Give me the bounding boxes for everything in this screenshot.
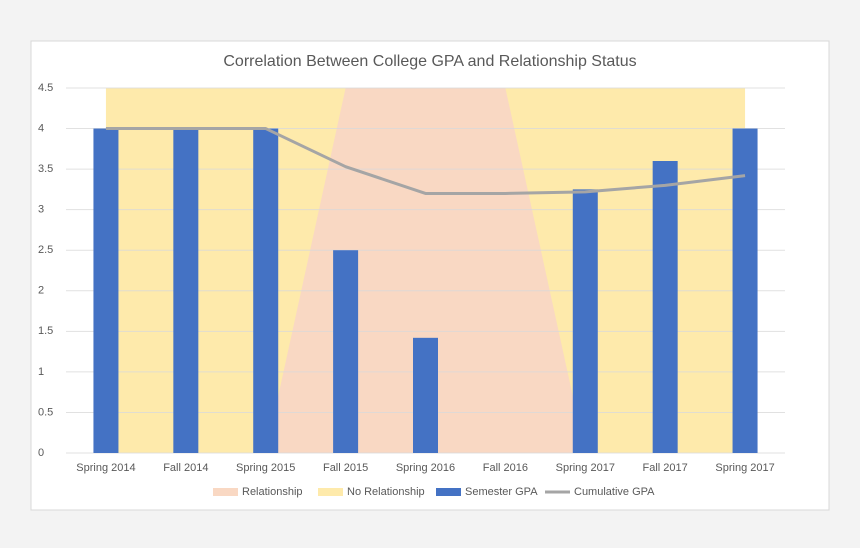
legend-swatch [318,488,343,496]
x-tick-label: Spring 2015 [236,462,295,474]
y-tick-label: 1.5 [38,325,53,337]
legend-swatch [213,488,238,496]
x-tick-label: Spring 2017 [715,462,774,474]
y-tick-label: 3.5 [38,163,53,175]
y-tick-label: 0.5 [38,406,53,418]
chart-title: Correlation Between College GPA and Rela… [223,53,636,70]
line [105,127,746,195]
x-tick-label: Fall 2016 [483,462,528,474]
bar [173,128,199,454]
x-tick-label: Fall 2014 [163,462,208,474]
y-tick-label: 4 [38,122,44,134]
bar [413,337,438,453]
y-tick-label: 0 [38,447,44,459]
x-tick-label: Spring 2014 [76,462,135,474]
y-tick-label: 2.5 [38,244,53,256]
legend-label: Cumulative GPA [574,486,655,498]
y-tick-label: 1 [38,366,44,378]
bar [253,128,279,454]
legend-label: Relationship [242,486,303,498]
y-tick-label: 3 [38,204,44,216]
x-tick-label: Spring 2017 [556,462,615,474]
bar [652,161,678,453]
y-tick-label: 2 [38,285,44,297]
x-tick-label: Spring 2016 [396,462,455,474]
legend-label: Semester GPA [465,486,538,498]
legend-swatch [436,488,461,496]
x-tick-label: Fall 2015 [323,462,368,474]
bar [572,189,598,453]
bar [732,128,758,454]
bar [333,250,359,453]
legend-label: No Relationship [347,486,425,498]
area [105,88,746,453]
y-tick-label: 4.5 [38,82,53,94]
bar [93,128,119,454]
x-tick-label: Fall 2017 [643,462,688,474]
